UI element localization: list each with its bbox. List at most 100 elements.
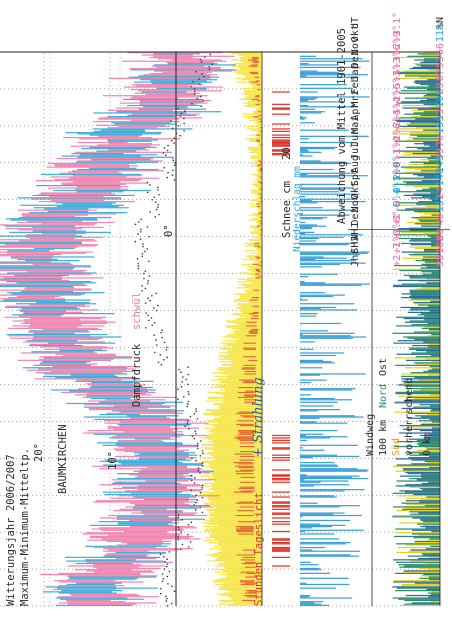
sun-red-bar [259, 168, 262, 171]
precip-bar [300, 155, 313, 157]
wind-bar [421, 263, 441, 265]
wind-bar [408, 457, 441, 459]
table-row: Aug +0.1° 143 [350, 143, 446, 173]
wind-bar [395, 191, 440, 193]
vapour-dot [186, 422, 189, 425]
sun-red-bar [243, 356, 256, 358]
temp-bar [88, 384, 146, 386]
sun-bar [200, 475, 263, 477]
sun-red-bar [253, 61, 260, 64]
vapour-dot [174, 164, 176, 167]
wind-bar [409, 290, 441, 293]
temp-bar [22, 312, 115, 315]
wind-bar [424, 261, 441, 263]
temp-bar [134, 505, 210, 507]
precip-bar [300, 373, 366, 375]
temp-bar [4, 306, 78, 309]
wind-bar [413, 252, 441, 254]
temp-bar [60, 391, 156, 394]
temp-bar [69, 390, 149, 392]
sun-red-bar [257, 271, 261, 273]
wind-bar [411, 207, 441, 209]
vapour-dot [185, 378, 188, 381]
summary-row: SHJ +1.6° 108 [350, 224, 446, 254]
sun-bar [201, 522, 262, 524]
precip-bar [300, 96, 370, 98]
sun-red-bar [255, 269, 260, 272]
vapour-dot [155, 292, 157, 295]
wind-bar [410, 255, 440, 257]
wind-bar [414, 303, 440, 305]
wind-bar [394, 357, 440, 359]
temp-bar [61, 183, 126, 185]
sun-red-bar [246, 589, 257, 592]
wind-bar [408, 550, 441, 552]
vapour-dot [144, 250, 146, 253]
table-row: Dez +1.6° 40 [350, 195, 446, 225]
vapour-dot [190, 521, 193, 524]
table-col-dt: dT [350, 17, 361, 29]
vapour-dot [179, 115, 181, 117]
wind-bar [420, 61, 440, 64]
vapour-dot [190, 474, 192, 477]
vapour-dot [165, 600, 168, 602]
sun-bar [258, 209, 262, 211]
precip-bar [300, 244, 349, 246]
wind-bar [418, 444, 440, 446]
vapour-dot [158, 213, 160, 216]
precip-bar [300, 527, 313, 529]
table-dt: -2.0° [392, 156, 403, 186]
snow-bars [272, 91, 290, 567]
table-dt: +3.6° [392, 38, 403, 68]
wind-bar [401, 251, 441, 253]
wind-bar [409, 320, 441, 322]
vapour-dot [187, 373, 190, 376]
snow-bar [272, 550, 290, 552]
wind-bar [396, 441, 440, 443]
wind-bar [424, 447, 440, 449]
sun-bar [239, 295, 262, 297]
temp-bar [117, 439, 162, 442]
vapour-dot [192, 80, 194, 83]
sun-bar [222, 570, 262, 572]
wind-bar [404, 321, 441, 323]
wind-bar [407, 555, 440, 557]
vapour-dot [196, 97, 199, 100]
vapour-dot [147, 280, 149, 282]
precip-bar [300, 258, 316, 261]
wind-bar [420, 434, 440, 437]
temp-bar [143, 74, 218, 76]
temp-bar [84, 559, 136, 561]
vapour-dot [181, 381, 183, 383]
sun-bar [213, 511, 262, 513]
temp-bar [67, 575, 158, 577]
wind-bar [416, 288, 440, 290]
snow-bar [272, 447, 290, 449]
temp-bar [110, 497, 190, 499]
wind-bar [420, 423, 440, 426]
wind-bar [413, 301, 441, 304]
sun-bar [219, 361, 263, 363]
vapour-dot [197, 447, 199, 450]
wind-bar [430, 410, 441, 412]
temp-bar [135, 476, 185, 478]
vapour-dot [151, 324, 153, 327]
sun-bar [246, 106, 262, 108]
precip-bar [300, 209, 354, 211]
wind-bar [424, 460, 440, 462]
sun-red-bar [258, 160, 261, 162]
sun-red-bar [238, 501, 255, 503]
sun-red-bar [256, 257, 261, 259]
wind-bar [396, 353, 441, 355]
vapour-dot [163, 147, 166, 149]
snow-bar [272, 152, 290, 155]
sun-bar [207, 397, 262, 400]
sun-bar [219, 586, 263, 588]
wind-bar [397, 156, 441, 158]
temp-bar [134, 81, 212, 83]
precip-bar [300, 282, 325, 284]
vapour-dot [165, 565, 168, 568]
sun-red-bar [249, 332, 258, 334]
precip-bar [300, 437, 331, 439]
sun-red-bar [240, 450, 255, 453]
